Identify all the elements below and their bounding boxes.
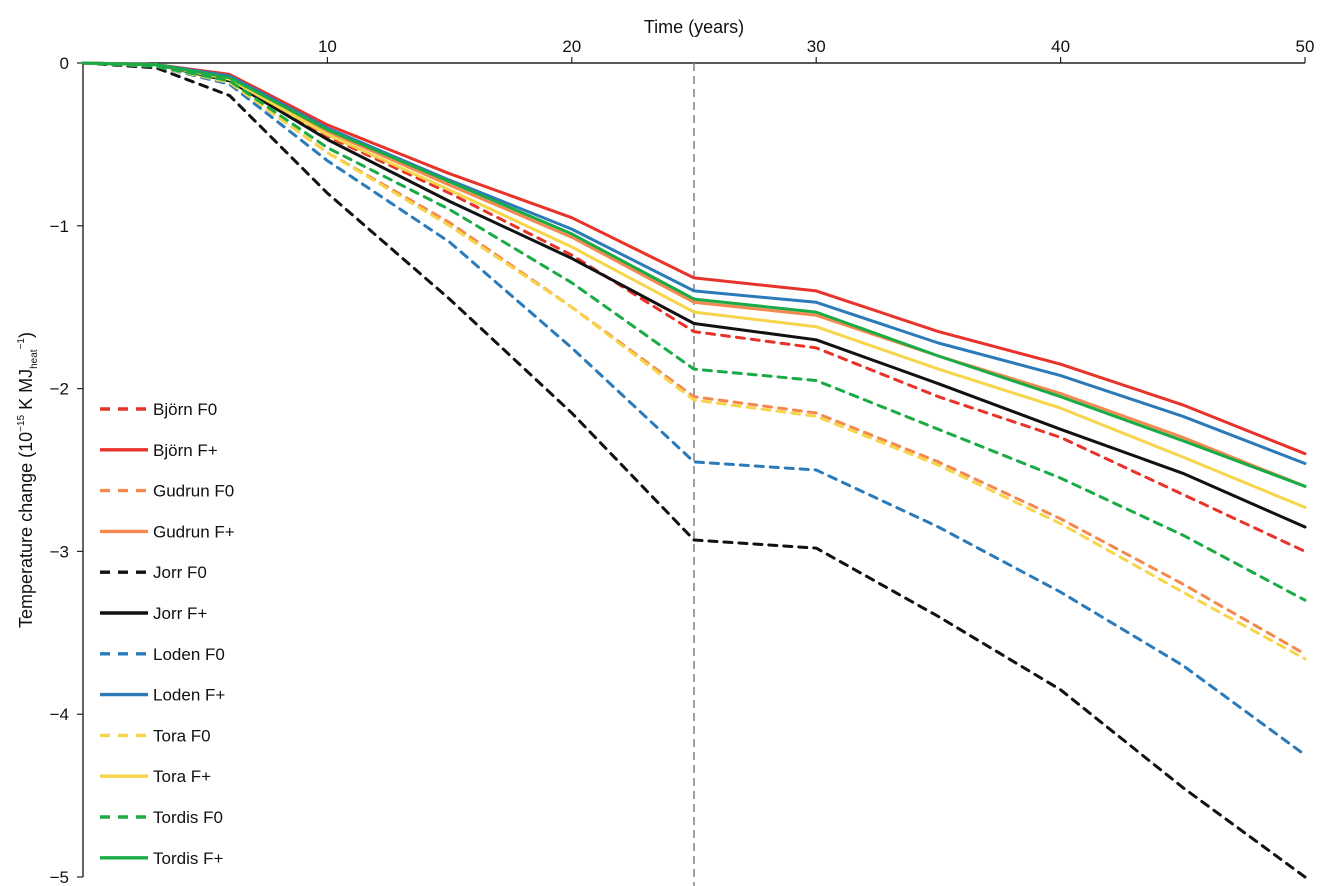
y-tick-label: −2 (50, 380, 69, 399)
y-tick-label: 0 (60, 54, 69, 73)
axes: 10 20 30 40 50 0 −1 −2 −3 −4 −5 (50, 37, 1315, 886)
series-line-bj-rn-f0 (81, 61, 1307, 553)
y-axis-title: Temperature change (10−15 K MJheat−1) (16, 332, 40, 628)
x-tick-label: 40 (1051, 37, 1070, 56)
x-axis-title: Time (years) (644, 17, 744, 37)
series-line-tora-f0 (81, 61, 1307, 661)
legend-label: Jorr F0 (153, 563, 207, 582)
series-layer (81, 61, 1307, 879)
legend-label: Tora F0 (153, 726, 211, 745)
legend-label: Tordis F+ (153, 849, 223, 868)
legend-label: Björn F0 (153, 400, 217, 419)
y-tick-label: −4 (50, 705, 69, 724)
legend-label: Loden F+ (153, 686, 225, 705)
legend-label: Jorr F+ (153, 604, 207, 623)
legend-label: Gudrun F+ (153, 522, 235, 541)
legend-label: Tora F+ (153, 767, 211, 786)
legend: Björn F0 Björn F+ Gudrun F0 Gudrun F+ Jorr F… (100, 400, 235, 868)
legend-label: Björn F+ (153, 441, 218, 460)
x-tick-label: 30 (807, 37, 826, 56)
series-line-jorr-f0 (81, 61, 1307, 879)
legend-label: Gudrun F0 (153, 482, 234, 501)
x-tick-label: 10 (318, 37, 337, 56)
x-tick-label: 20 (562, 37, 581, 56)
y-tick-label: −5 (50, 868, 69, 886)
legend-label: Loden F0 (153, 645, 225, 664)
y-tick-label: −3 (50, 542, 69, 561)
series-line-gudrun-f0 (81, 61, 1307, 656)
x-tick-label: 50 (1296, 37, 1315, 56)
series-line-tordis-f- (81, 61, 1307, 488)
series-line-tordis-f0 (81, 61, 1307, 602)
y-tick-label: −1 (50, 217, 69, 236)
legend-label: Tordis F0 (153, 808, 223, 827)
